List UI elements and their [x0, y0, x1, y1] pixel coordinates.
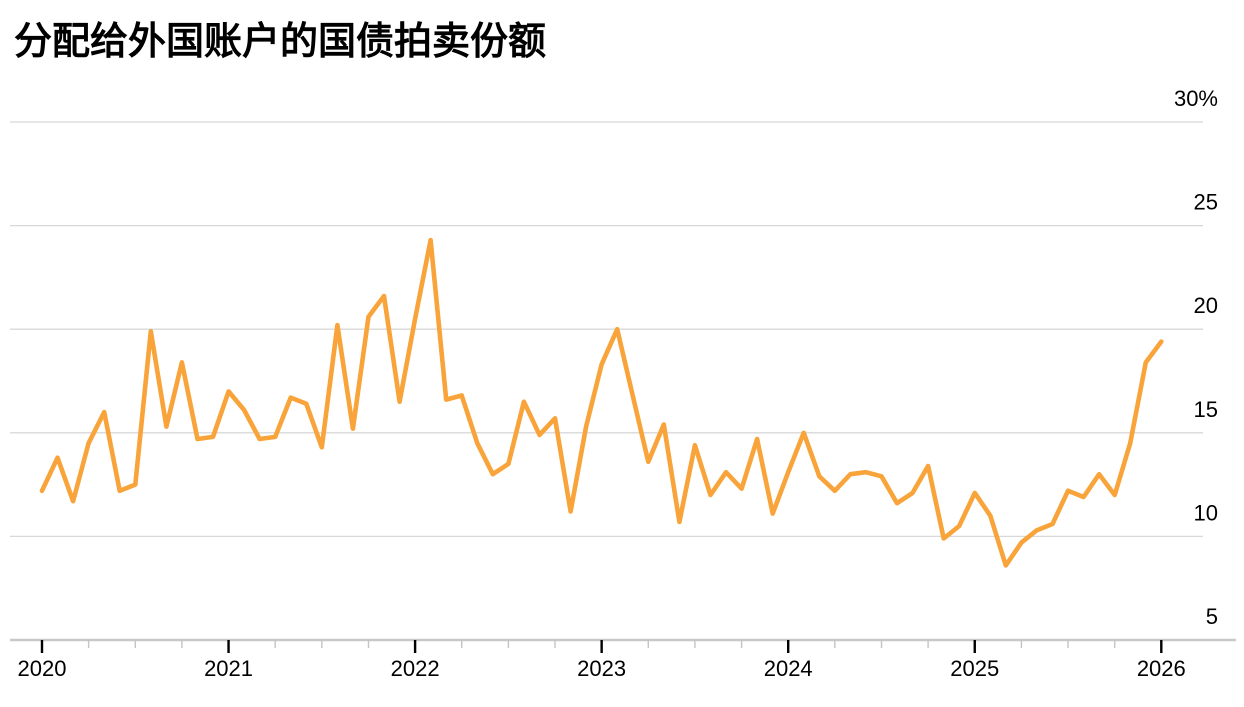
- x-tick-label: 2020: [18, 656, 67, 681]
- y-tick-label: 10: [1194, 500, 1218, 525]
- chart-title: 分配给外国账户的国债拍卖份额: [14, 21, 547, 63]
- x-tick-label: 2025: [950, 656, 999, 681]
- x-tick-label: 2022: [391, 656, 440, 681]
- series-foreign-account-auction-share: [39, 237, 1164, 568]
- y-tick-label: 5: [1206, 604, 1218, 629]
- y-tick-label: 25: [1194, 190, 1218, 215]
- y-tick-label: 15: [1194, 397, 1218, 422]
- x-tick-label: 2023: [577, 656, 626, 681]
- y-tick-label: 30%: [1174, 86, 1218, 111]
- y-tick-label: 20: [1194, 293, 1218, 318]
- x-tick-label: 2026: [1137, 656, 1186, 681]
- x-tick-label: 2024: [764, 656, 813, 681]
- x-tick-label: 2021: [204, 656, 253, 681]
